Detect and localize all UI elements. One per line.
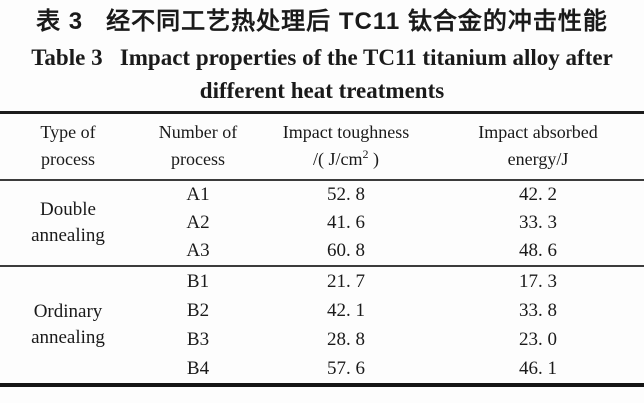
header-unit-line: /( J/cm2 ) <box>260 146 432 173</box>
process-number-cell: A2 <box>186 212 210 233</box>
type-line: Ordinary <box>33 301 103 322</box>
header-row: Type of process Number of process Impact… <box>0 113 644 181</box>
row-group-label-double-annealing: Double annealing <box>0 180 136 266</box>
row-group-label-ordinary-annealing: Ordinary annealing <box>0 266 136 385</box>
header-line: Impact toughness <box>282 122 410 142</box>
group-double-annealing: Double annealing A1 52. 8 42. 2 A2 41. 6… <box>0 180 644 266</box>
header-impact-absorbed-energy: Impact absorbed energy/J <box>432 113 644 181</box>
header-number-of-process: Number of process <box>136 113 260 181</box>
table-title-zh: 表 3 经不同工艺热处理后 TC11 钛合金的冲击性能 <box>36 8 608 35</box>
toughness-value-cell: 52. 8 <box>327 184 365 205</box>
unit-pre: /( J/cm <box>313 149 363 169</box>
table-row: Double annealing A1 52. 8 42. 2 <box>0 180 644 246</box>
energy-value-cell: 48. 6 <box>519 240 557 261</box>
energy-value-cell: 33. 3 <box>519 212 557 233</box>
table-row: A3 60. 8 48. 6 <box>0 237 644 266</box>
energy-value-cell: 42. 2 <box>519 184 557 205</box>
header-line: process <box>41 149 95 169</box>
table-row: B4 57. 6 46. 1 <box>0 354 644 385</box>
energy-value-cell: 17. 3 <box>519 271 557 292</box>
header-line: Type of <box>40 122 96 142</box>
energy-value-cell: 23. 0 <box>519 329 557 350</box>
type-line: annealing <box>31 225 105 246</box>
unit-superscript: 2 <box>362 147 369 161</box>
process-number-cell: B3 <box>186 329 210 350</box>
toughness-value-cell: 42. 1 <box>327 300 365 321</box>
table-title-en-line2: different heat treatments <box>199 78 445 103</box>
type-line: Double <box>40 199 96 220</box>
process-number-cell: B1 <box>186 271 210 292</box>
unit-post: ) <box>368 149 379 169</box>
toughness-value-cell: 21. 7 <box>327 271 365 292</box>
energy-value-cell: 33. 8 <box>519 300 557 321</box>
header-impact-toughness: Impact toughness /( J/cm2 ) <box>260 113 432 181</box>
table-row: B3 28. 8 23. 0 <box>0 325 644 354</box>
toughness-value-cell: 41. 6 <box>327 212 365 233</box>
process-number-cell: B2 <box>186 300 210 321</box>
header-line: energy/J <box>507 149 569 169</box>
toughness-value-cell: 57. 6 <box>327 358 365 379</box>
header-line: process <box>171 149 225 169</box>
header-line: Number of <box>158 122 238 142</box>
type-line: annealing <box>31 327 105 348</box>
table-row: Ordinary annealing B1 21. 7 17. 3 <box>0 266 644 348</box>
process-number-cell: A1 <box>186 184 210 205</box>
group-ordinary-annealing: Ordinary annealing B1 21. 7 17. 3 B2 42.… <box>0 266 644 385</box>
table-row: B2 42. 1 33. 8 <box>0 296 644 325</box>
process-number-cell: B4 <box>186 358 210 379</box>
header-line: Impact absorbed <box>478 122 598 142</box>
impact-properties-table: Type of process Number of process Impact… <box>0 111 644 387</box>
table-title-en-line1: Table 3 Impact properties of the TC11 ti… <box>31 45 613 70</box>
energy-value-cell: 46. 1 <box>519 358 557 379</box>
toughness-value-cell: 28. 8 <box>327 329 365 350</box>
process-number-cell: A3 <box>186 240 210 261</box>
toughness-value-cell: 60. 8 <box>327 240 365 261</box>
header-type-of-process: Type of process <box>0 113 136 181</box>
table-row: A2 41. 6 33. 3 <box>0 209 644 237</box>
